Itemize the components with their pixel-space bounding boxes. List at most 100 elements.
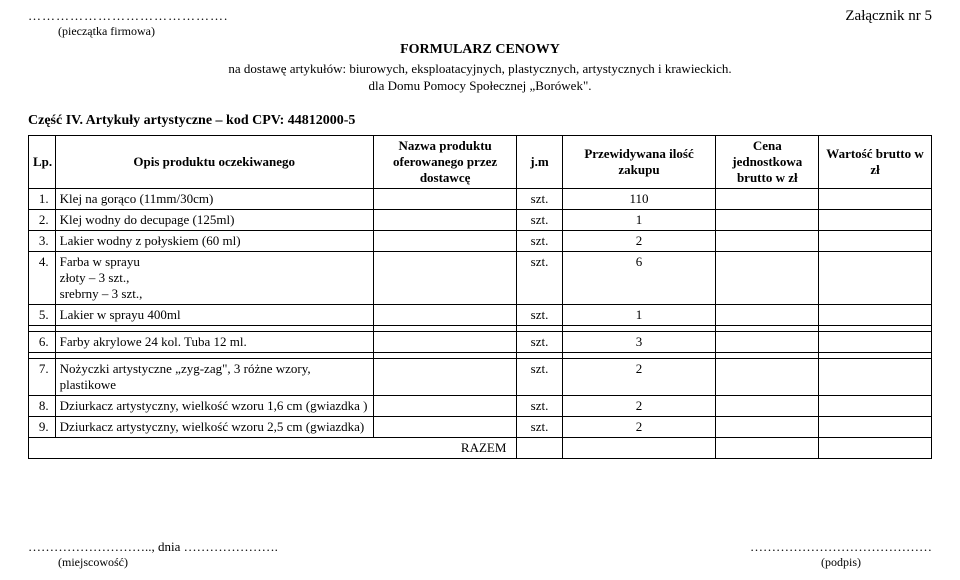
cell-lp: 8. (29, 395, 56, 416)
cell-lp: 6. (29, 331, 56, 352)
cell-opis: Dziurkacz artystyczny, wielkość wzoru 2,… (55, 416, 373, 437)
cell-qty: 2 (562, 416, 716, 437)
footer: ……………………….., dnia …………………. (miejscowość)… (28, 539, 932, 570)
cell-nazwa (373, 304, 517, 325)
cell-nazwa (373, 251, 517, 304)
cell-opis: Lakier wodny z połyskiem (60 ml) (55, 230, 373, 251)
cell-opis: Klej na gorąco (11mm/30cm) (55, 188, 373, 209)
table-row: 1. Klej na gorąco (11mm/30cm) szt. 110 (29, 188, 932, 209)
razem-label: RAZEM (29, 437, 517, 458)
cell-lp: 9. (29, 416, 56, 437)
col-ilosc: Przewidywana ilość zakupu (562, 135, 716, 188)
cell-qty: 2 (562, 230, 716, 251)
cell-wartosc (819, 331, 932, 352)
title-block: FORMULARZ CENOWY na dostawę artykułów: b… (28, 41, 932, 95)
cell-cena (716, 395, 819, 416)
cell-opis: Klej wodny do decupage (125ml) (55, 209, 373, 230)
cell-lp: 2. (29, 209, 56, 230)
cell-wartosc (819, 395, 932, 416)
col-wartosc: Wartość brutto w zł (819, 135, 932, 188)
cell-cena (716, 331, 819, 352)
cell-nazwa (373, 209, 517, 230)
header-row: ……………………………………. (pieczątka firmowa) Załą… (28, 8, 932, 39)
razem-wartosc (819, 437, 932, 458)
cell-cena (716, 209, 819, 230)
cell-cena (716, 416, 819, 437)
cell-jm: szt. (517, 251, 562, 304)
razem-cena (716, 437, 819, 458)
price-table: Lp. Opis produktu oczekiwanego Nazwa pro… (28, 135, 932, 459)
cell-nazwa (373, 358, 517, 395)
cell-nazwa (373, 230, 517, 251)
cell-nazwa (373, 331, 517, 352)
table-header-row: Lp. Opis produktu oczekiwanego Nazwa pro… (29, 135, 932, 188)
cell-lp: 3. (29, 230, 56, 251)
cell-cena (716, 188, 819, 209)
razem-jm (517, 437, 562, 458)
title-main: FORMULARZ CENOWY (28, 41, 932, 60)
cell-qty: 6 (562, 251, 716, 304)
table-row: 5. Lakier w sprayu 400ml szt. 1 (29, 304, 932, 325)
cell-cena (716, 304, 819, 325)
col-lp: Lp. (29, 135, 56, 188)
footer-left: ……………………….., dnia …………………. (miejscowość) (28, 539, 278, 570)
cell-cena (716, 251, 819, 304)
title-sub1: na dostawę artykułów: biurowych, eksploa… (28, 60, 932, 78)
cell-lp: 4. (29, 251, 56, 304)
table-row: 4. Farba w sprayu złoty – 3 szt., srebrn… (29, 251, 932, 304)
stamp-area: ……………………………………. (pieczątka firmowa) (28, 8, 228, 39)
footer-left-dots: ……………………….., dnia …………………. (28, 539, 278, 555)
title-sub2: dla Domu Pomocy Społecznej „Borówek". (28, 77, 932, 95)
cell-qty: 2 (562, 358, 716, 395)
cell-opis: Dziurkacz artystyczny, wielkość wzoru 1,… (55, 395, 373, 416)
cell-qty: 1 (562, 209, 716, 230)
table-row: 8. Dziurkacz artystyczny, wielkość wzoru… (29, 395, 932, 416)
footer-right: …………………………………… (podpis) (750, 539, 932, 570)
cell-qty: 2 (562, 395, 716, 416)
table-row: 3. Lakier wodny z połyskiem (60 ml) szt.… (29, 230, 932, 251)
cell-wartosc (819, 304, 932, 325)
col-nazwa: Nazwa produktu oferowanego przez dostawc… (373, 135, 517, 188)
footer-left-label: (miejscowość) (28, 555, 278, 570)
cell-wartosc (819, 230, 932, 251)
footer-right-dots: …………………………………… (750, 539, 932, 555)
cell-cena (716, 358, 819, 395)
table-row: 2. Klej wodny do decupage (125ml) szt. 1 (29, 209, 932, 230)
cell-opis: Nożyczki artystyczne „zyg-zag", 3 różne … (55, 358, 373, 395)
table-row: 6. Farby akrylowe 24 kol. Tuba 12 ml. sz… (29, 331, 932, 352)
table-body: 1. Klej na gorąco (11mm/30cm) szt. 110 2… (29, 188, 932, 458)
cell-nazwa (373, 416, 517, 437)
cell-lp: 7. (29, 358, 56, 395)
section-heading: Część IV. Artykuły artystyczne – kod CPV… (28, 113, 932, 129)
col-jm: j.m (517, 135, 562, 188)
attachment-label: Załącznik nr 5 (845, 8, 932, 25)
cell-jm: szt. (517, 416, 562, 437)
cell-jm: szt. (517, 304, 562, 325)
cell-jm: szt. (517, 188, 562, 209)
cell-opis: Farba w sprayu złoty – 3 szt., srebrny –… (55, 251, 373, 304)
cell-jm: szt. (517, 230, 562, 251)
cell-nazwa (373, 188, 517, 209)
table-row: 9. Dziurkacz artystyczny, wielkość wzoru… (29, 416, 932, 437)
col-opis: Opis produktu oczekiwanego (55, 135, 373, 188)
cell-opis: Lakier w sprayu 400ml (55, 304, 373, 325)
cell-nazwa (373, 395, 517, 416)
cell-wartosc (819, 251, 932, 304)
razem-row: RAZEM (29, 437, 932, 458)
cell-qty: 1 (562, 304, 716, 325)
cell-wartosc (819, 209, 932, 230)
stamp-dots: ……………………………………. (28, 8, 228, 24)
cell-jm: szt. (517, 331, 562, 352)
cell-qty: 110 (562, 188, 716, 209)
cell-jm: szt. (517, 395, 562, 416)
cell-qty: 3 (562, 331, 716, 352)
cell-jm: szt. (517, 358, 562, 395)
cell-jm: szt. (517, 209, 562, 230)
footer-right-label: (podpis) (750, 555, 932, 570)
cell-wartosc (819, 416, 932, 437)
cell-lp: 1. (29, 188, 56, 209)
cell-wartosc (819, 358, 932, 395)
cell-opis: Farby akrylowe 24 kol. Tuba 12 ml. (55, 331, 373, 352)
table-row: 7. Nożyczki artystyczne „zyg-zag", 3 róż… (29, 358, 932, 395)
col-cena: Cena jednostkowa brutto w zł (716, 135, 819, 188)
